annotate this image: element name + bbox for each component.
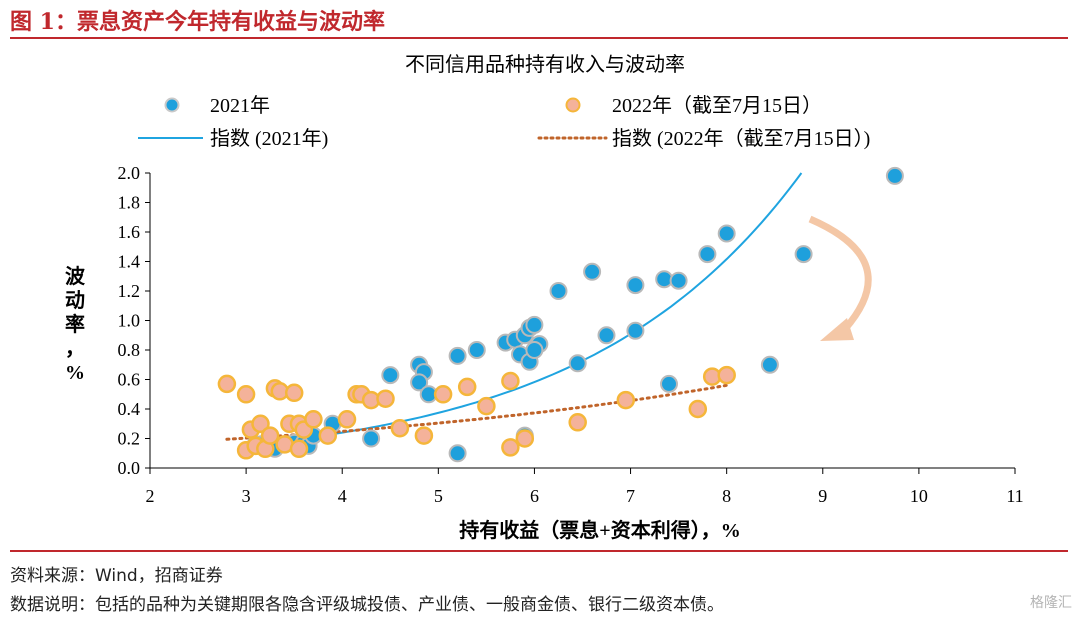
x-tick-label: 6 [530,486,539,506]
data-point-2022 [433,385,453,404]
y-tick-label: 2.0 [118,163,141,183]
data-point-2022 [501,438,520,457]
series-2022-points [217,365,736,460]
watermark: 格隆汇 [1030,595,1072,611]
data-point-2021 [760,355,779,374]
data-point-2022 [390,418,410,438]
legend-label-2022: 2022年（截至7月15日） [612,94,822,117]
y-axis-label: 波动率，% [65,265,86,384]
data-point-2021 [410,373,429,392]
data-point-2021 [717,224,736,243]
data-point-2021 [660,374,678,393]
data-point-2022 [318,426,338,445]
footer-rule [10,550,1068,552]
x-tick-label: 3 [242,486,251,506]
data-point-2022 [688,399,708,419]
data-point-2021 [448,444,467,463]
data-point-2021 [698,245,717,264]
legend-label-2021: 2021年 [210,94,270,117]
data-point-2022 [568,413,587,432]
legend-label-trend-2022: 指数 (2022年（截至7月15日）) [612,127,870,150]
data-point-2021 [381,366,400,385]
data-point-2022 [477,396,496,416]
data-point-2022 [616,390,636,410]
data-point-2021 [568,354,587,373]
curved-arrow-head [820,318,854,341]
data-point-2021 [597,326,616,345]
data-point-2021 [794,245,813,264]
y-tick-label: 1.2 [118,281,141,301]
data-point-2022 [414,426,434,445]
legend-marker-2021 [164,97,180,113]
chart-title: 不同信用品种持有收入与波动率 [405,53,685,76]
data-point-2022 [376,389,395,408]
y-axis-label-text: 波动率，% [65,265,86,384]
data-point-2021 [525,341,544,359]
data-point-2022 [337,410,357,429]
data-point-2022 [457,377,477,397]
y-tick-label: 1.8 [118,193,141,213]
data-point-2021 [626,321,645,340]
trend-line-2021 [246,172,803,447]
data-point-2021 [669,271,688,290]
y-ticks: 0.0 0.2 0.4 0.6 0.8 1.0 1.2 1.4 1.6 1.8 2.0 [118,163,150,478]
data-point-2021 [525,315,544,334]
x-tick-label: 4 [338,486,347,506]
x-tick-label: 2 [146,486,155,506]
x-ticks: 2 3 4 5 6 7 8 9 10 11 [146,468,1024,506]
y-tick-label: 0.4 [118,399,141,419]
y-tick-label: 1.0 [118,311,141,331]
data-point-2021 [549,282,568,300]
data-point-2022 [284,383,304,403]
x-tick-label: 5 [434,486,443,506]
y-tick-label: 1.6 [118,222,141,242]
x-axis-label: 持有收益（票息+资本利得），% [459,518,740,542]
note-line: 数据说明：包括的品种为关键期限各隐含评级城投债、产业债、一般商金债、银行二级资本… [10,595,724,615]
y-tick-label: 0.0 [118,458,141,478]
x-tick-label: 8 [722,486,731,506]
data-point-2021 [448,346,467,365]
data-point-2022 [236,385,256,404]
data-point-2022 [217,374,237,394]
legend-marker-2022 [565,97,581,113]
data-point-2022 [515,429,535,448]
x-tick-label: 11 [1006,486,1023,506]
figure-title: 图 1：票息资产今年持有收益与波动率 [10,9,385,35]
data-point-2022 [501,371,520,391]
data-point-2021 [626,276,645,295]
source-line: 资料来源：Wind，招商证券 [10,566,223,586]
data-point-2021 [885,166,904,185]
y-tick-label: 0.8 [118,340,141,360]
data-point-2022 [717,365,736,385]
data-point-2022 [251,414,270,434]
legend-label-trend-2021: 指数 (2021年) [210,127,328,150]
scatter-chart: 不同信用品种持有收入与波动率 2021年 2022年（截至7月15日） 指数 (… [65,53,1024,542]
data-point-2021 [362,429,381,448]
y-tick-label: 0.6 [118,370,141,390]
x-tick-label: 10 [910,486,928,506]
legend: 2021年 2022年（截至7月15日） 指数 (2021年) 指数 (2022… [138,94,870,150]
curved-arrow-shaft [808,215,872,332]
data-point-2021 [583,262,602,281]
title-rule [10,37,1068,39]
data-point-2022 [304,410,323,429]
y-tick-label: 1.4 [118,252,141,272]
data-point-2022 [260,426,280,445]
data-point-2021 [467,341,486,359]
y-tick-label: 0.2 [118,429,141,449]
x-tick-label: 9 [818,486,827,506]
curved-arrow-annotation [808,215,872,341]
x-tick-label: 7 [626,486,635,506]
data-point-2022 [289,439,309,459]
